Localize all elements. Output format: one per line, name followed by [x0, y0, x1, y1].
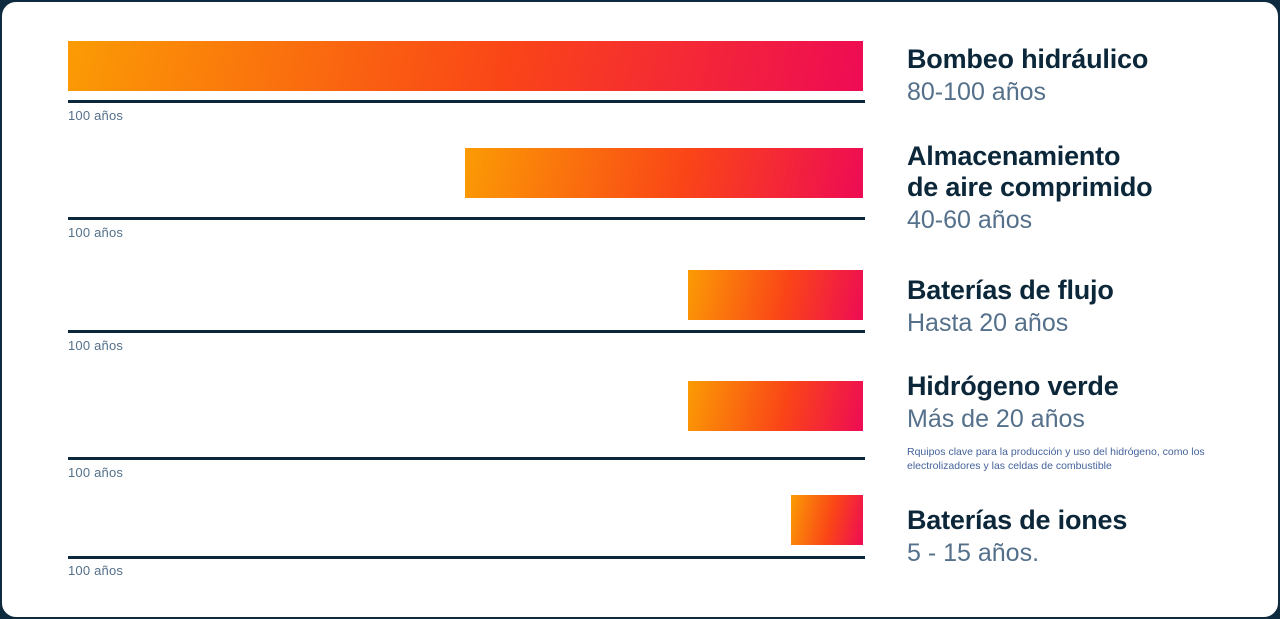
- technology-title: Bombeo hidráulico: [907, 44, 1149, 74]
- bar-track: [68, 41, 863, 91]
- technology-title: Baterías de flujo: [907, 275, 1114, 305]
- lifespan-range-label: 5 - 15 años.: [907, 539, 1040, 567]
- axis-max-label: 100 años: [68, 563, 124, 578]
- lifespan-bar: [465, 148, 863, 198]
- technology-title: Hidrógeno verde: [907, 371, 1119, 401]
- lifespan-range-label: 40-60 años: [907, 206, 1033, 234]
- axis-max-label: 100 años: [68, 465, 124, 480]
- row-label-block: Bombeo hidráulico 80-100 años: [907, 44, 1237, 107]
- lifespan-range-label: Hasta 20 años: [907, 309, 1069, 337]
- axis-max-label: 100 años: [68, 225, 124, 240]
- lifespan-bar: [68, 41, 863, 91]
- lifespan-bar: [688, 381, 863, 431]
- technology-title: Baterías de iones: [907, 505, 1128, 535]
- lifespan-bar: [791, 495, 863, 545]
- row-label-block: Almacenamiento de aire comprimido 40-60 …: [907, 141, 1237, 235]
- bar-track: [68, 495, 863, 545]
- technology-footnote: Rquipos clave para la producción y uso d…: [907, 446, 1205, 472]
- lifespan-bar: [688, 270, 863, 320]
- row-label-block: Baterías de flujo Hasta 20 años: [907, 275, 1237, 338]
- lifespan-range-label: Más de 20 años: [907, 405, 1085, 433]
- axis-line: [68, 330, 865, 333]
- axis-max-label: 100 años: [68, 338, 124, 353]
- axis-max-label: 100 años: [68, 108, 124, 123]
- axis-line: [68, 556, 865, 559]
- axis-line: [68, 217, 865, 220]
- bar-track: [68, 270, 863, 320]
- row-label-block: Baterías de iones 5 - 15 años.: [907, 505, 1237, 568]
- technology-title: Almacenamiento de aire comprimido: [907, 141, 1153, 202]
- bar-track: [68, 148, 863, 198]
- axis-line: [68, 457, 865, 460]
- lifespan-range-label: 80-100 años: [907, 78, 1047, 106]
- bar-track: [68, 381, 863, 431]
- axis-line: [68, 100, 865, 103]
- row-label-block: Hidrógeno verde Más de 20 años Rquipos c…: [907, 371, 1237, 473]
